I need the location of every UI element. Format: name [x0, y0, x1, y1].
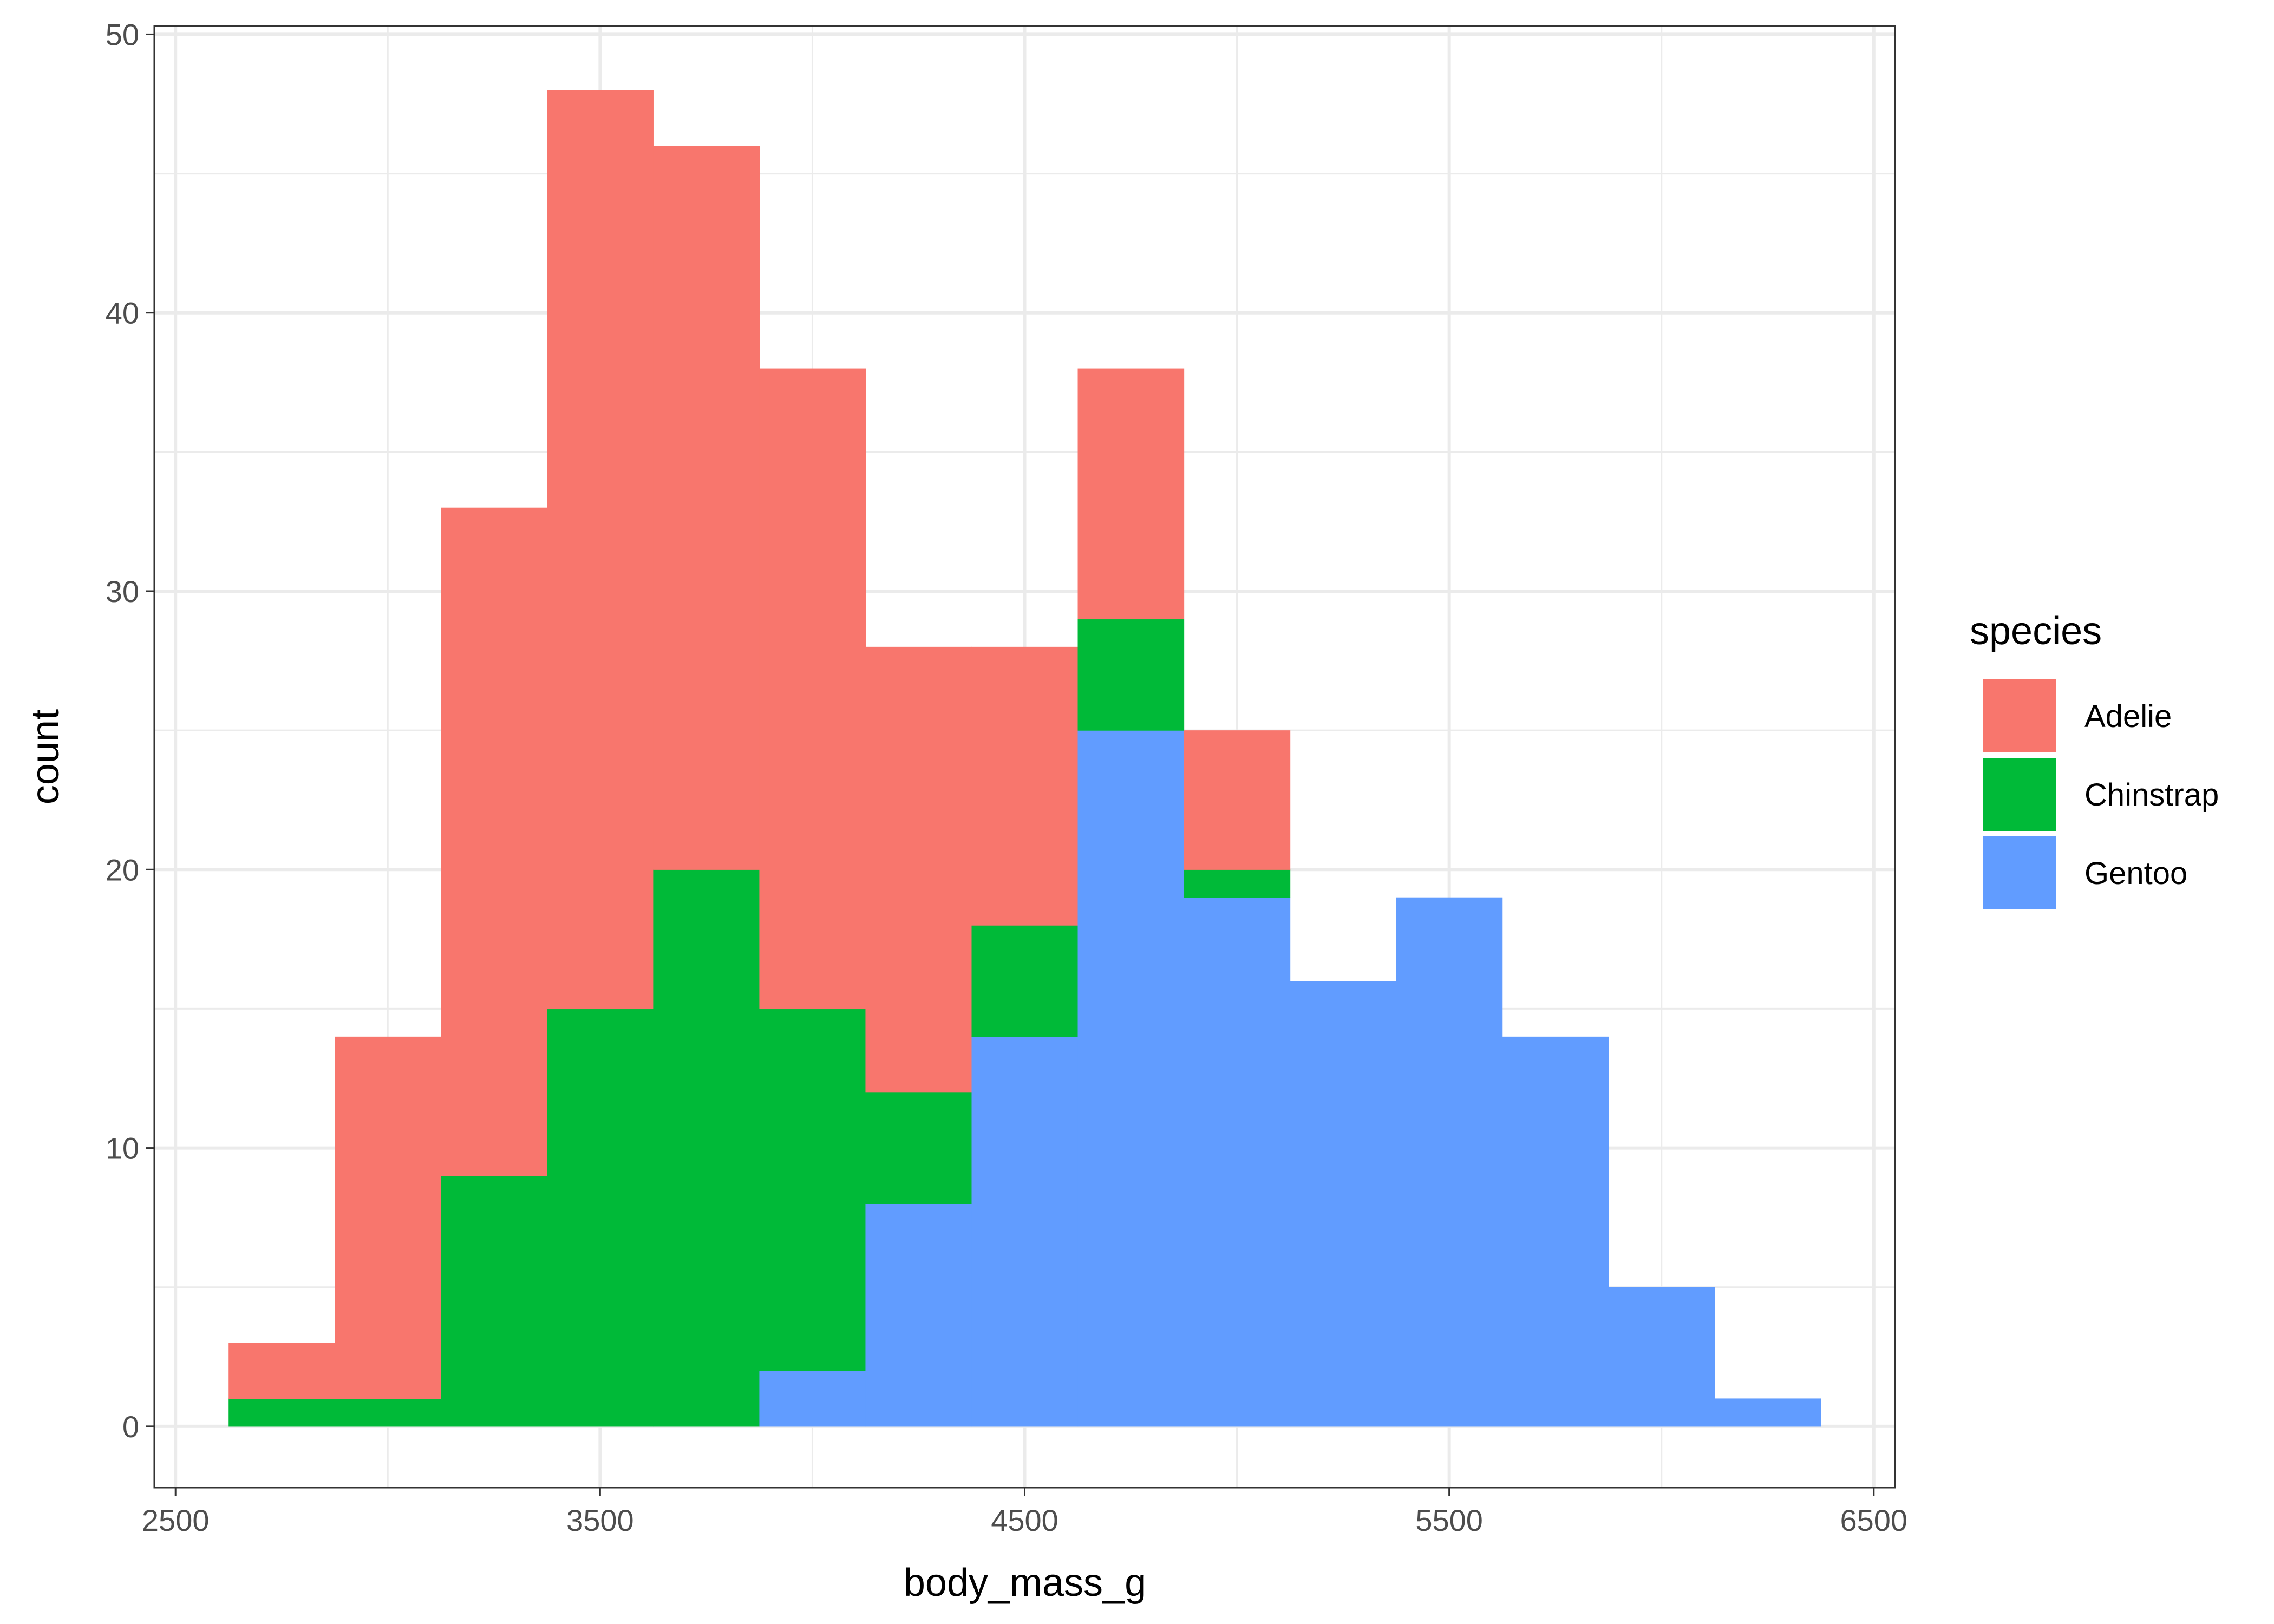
bar-adelie-bin-4	[653, 146, 760, 870]
legend-key-gentoo	[1983, 836, 2056, 909]
bar-chinstrap-bin-7	[971, 925, 1079, 1037]
bar-chinstrap-bin-3	[547, 1009, 654, 1427]
bar-gentoo-bin-11	[1396, 897, 1503, 1427]
x-tick-label: 3500	[566, 1503, 634, 1537]
y-tick-label: 0	[122, 1410, 139, 1444]
bar-gentoo-bin-12	[1502, 1036, 1609, 1427]
bar-adelie-bin-7	[971, 646, 1079, 926]
y-axis-title: count	[24, 709, 67, 804]
x-axis: 2500 3500 4500 5500 6500	[142, 1488, 1907, 1537]
y-axis: 0 10 20 30 40 50	[106, 17, 154, 1444]
bar-chinstrap-bin-6	[865, 1092, 972, 1204]
y-tick-label: 10	[106, 1131, 139, 1165]
bar-chinstrap-bin-9	[1184, 869, 1291, 898]
bar-gentoo-bin-5	[759, 1371, 866, 1427]
legend: species Adelie Chinstrap Gentoo	[1970, 610, 2219, 909]
bar-chinstrap-bin-8	[1077, 619, 1185, 731]
bar-chinstrap-bin-4	[653, 869, 760, 1427]
bar-gentoo-bin-9	[1184, 897, 1291, 1427]
bar-gentoo-bin-14	[1714, 1398, 1821, 1427]
bars	[228, 90, 1821, 1427]
y-tick-label: 30	[106, 574, 139, 608]
bar-adelie-bin-1	[335, 1036, 441, 1399]
legend-label-gentoo: Gentoo	[2084, 856, 2187, 891]
bar-adelie-bin-2	[441, 507, 547, 1176]
legend-key-adelie	[1983, 679, 2056, 752]
bar-adelie-bin-3	[547, 90, 654, 1010]
legend-title: species	[1970, 610, 2102, 653]
legend-item-adelie: Adelie	[1983, 679, 2172, 752]
bar-chinstrap-bin-0	[228, 1398, 335, 1427]
legend-key-chinstrap	[1983, 758, 2056, 831]
bar-adelie-bin-9	[1184, 730, 1291, 870]
bar-adelie-bin-5	[759, 368, 866, 1010]
legend-item-gentoo: Gentoo	[1983, 836, 2187, 909]
bar-gentoo-bin-6	[865, 1203, 972, 1427]
bar-chinstrap-bin-2	[441, 1176, 547, 1427]
bar-gentoo-bin-13	[1608, 1287, 1715, 1427]
bar-adelie-bin-8	[1077, 368, 1185, 620]
bar-adelie-bin-6	[865, 646, 972, 1093]
x-axis-title: body_mass_g	[904, 1561, 1146, 1605]
bar-adelie-bin-0	[228, 1343, 335, 1399]
bar-gentoo-bin-8	[1077, 730, 1185, 1427]
bar-gentoo-bin-10	[1290, 981, 1397, 1427]
x-tick-label: 4500	[991, 1503, 1058, 1537]
y-tick-label: 50	[106, 17, 139, 51]
bar-gentoo-bin-7	[971, 1036, 1079, 1427]
y-tick-label: 40	[106, 296, 139, 330]
bar-chinstrap-bin-5	[759, 1009, 866, 1371]
x-tick-label: 5500	[1415, 1503, 1483, 1537]
legend-item-chinstrap: Chinstrap	[1983, 758, 2219, 831]
bar-chinstrap-bin-1	[335, 1398, 441, 1427]
legend-label-adelie: Adelie	[2084, 699, 2172, 734]
x-tick-label: 2500	[142, 1503, 210, 1537]
legend-label-chinstrap: Chinstrap	[2084, 777, 2219, 813]
x-tick-label: 6500	[1840, 1503, 1908, 1537]
y-tick-label: 20	[106, 853, 139, 887]
